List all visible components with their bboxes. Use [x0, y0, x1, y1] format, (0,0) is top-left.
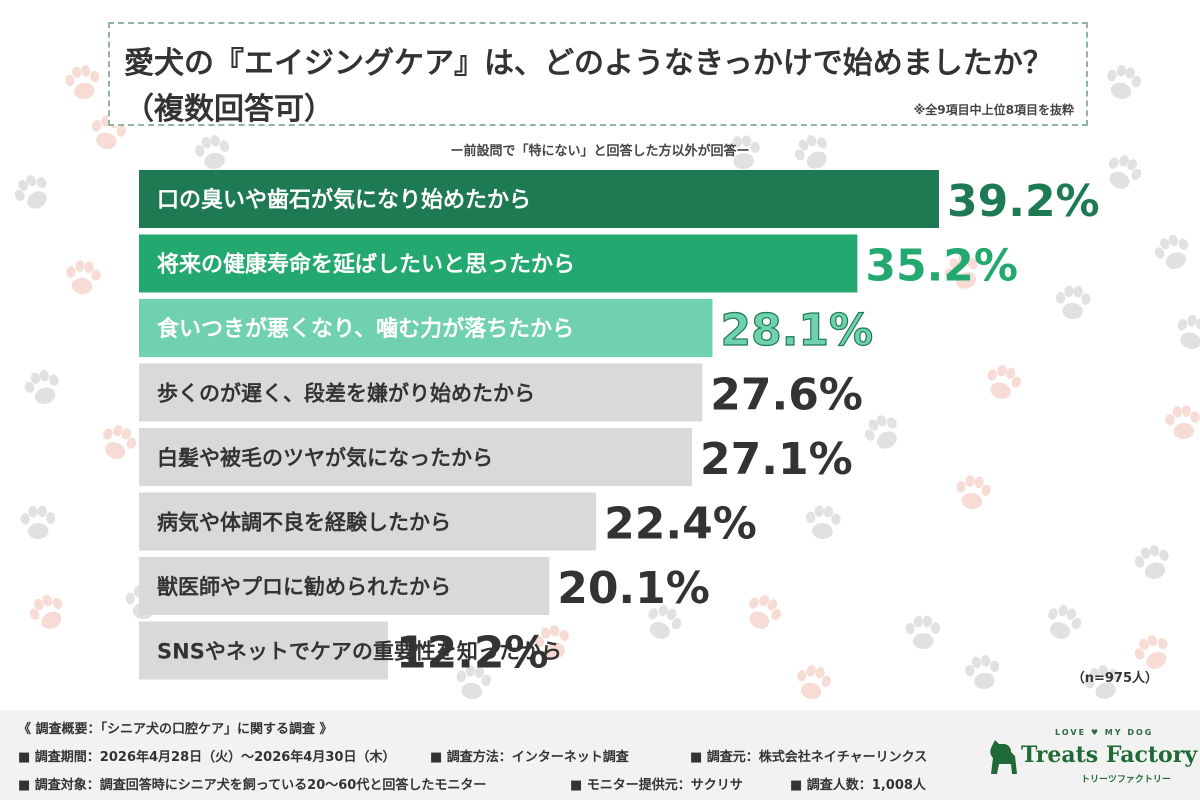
bar-group: 口の臭いや歯石が気になり始めたから 39.2% — [139, 170, 1100, 228]
paw-print-icon — [14, 175, 47, 209]
paw-print-icon — [1177, 314, 1200, 349]
paw-print-icon — [944, 255, 978, 289]
bar-value-label: 27.6% — [710, 370, 863, 421]
paw-print-icon — [29, 595, 63, 629]
logo-wordmark: Treats Factory — [1021, 742, 1198, 768]
survey-footer: 《 調査概要：「シニア犬の口腔ケア」に関する調査 》 ■ 調査期間：2026年4… — [0, 710, 1200, 800]
bar-category-label: 病気や体調不良を経験したから — [157, 511, 451, 535]
bar — [139, 234, 858, 293]
paw-print-icon — [864, 415, 897, 449]
bar — [139, 428, 693, 486]
bar — [139, 170, 939, 228]
bar-value-label: 35.2% — [865, 241, 1018, 292]
chart-title-sub: （複数回答可） — [124, 92, 334, 127]
bar-value-label: 28.1% — [720, 305, 873, 356]
paw-print-icon — [65, 65, 100, 100]
bar — [139, 621, 388, 680]
paw-print-icon — [956, 475, 991, 510]
paw-print-icon — [1165, 405, 1200, 440]
bar-value-label: 20.1% — [557, 563, 710, 614]
bar — [139, 299, 713, 357]
paw-print-icon — [905, 615, 941, 650]
bar-category-label: 口の臭いや歯石が気になり始めたから — [157, 187, 531, 213]
bar-group: 歩くのが遅く、段差を嫌がり始めたから 27.6% — [139, 363, 863, 422]
paw-print-icon — [1107, 65, 1142, 100]
paw-print-icon — [748, 595, 782, 629]
bar-value-label: 27.1% — [700, 434, 853, 485]
bar-group: 将来の健康寿命を延ばしたいと思ったから 35.2% — [139, 234, 1018, 293]
footer-target: ■ 調査対象：調査回答時にシニア犬を飼っている20～60代と回答したモニター — [18, 778, 487, 793]
paw-print-icon — [725, 135, 760, 170]
paw-print-icon — [797, 665, 832, 700]
paw-print-icon — [195, 135, 230, 170]
paw-print-icon — [20, 505, 56, 540]
footer-method: ■ 調査方法：インターネット調査 — [430, 750, 629, 765]
footer-count: ■ 調査人数：1,008人 — [790, 778, 926, 793]
paw-print-icon — [24, 370, 59, 404]
bar-group: 白髪や被毛のツヤが気になったから 27.1% — [139, 428, 853, 486]
logo-tagline: LOVE ♥ MY DOG — [1055, 728, 1154, 737]
bar-group: 獣医師やプロに勧められたから 20.1% — [139, 557, 710, 615]
sample-size-label: （n=975人） — [1072, 670, 1158, 686]
paw-print-icon — [456, 665, 491, 700]
logo-katakana: トリーツファクトリー — [1081, 775, 1171, 785]
bar-category-label: 食いつきが悪くなり、噛む力が落ちたから — [157, 316, 574, 342]
paw-print-icon — [66, 260, 101, 295]
paw-print-icon — [103, 424, 137, 459]
footer-period: ■ 調査期間：2026年4月28日（火）～2026年4月30日（木） — [18, 750, 396, 765]
bar-value-label: 39.2% — [947, 176, 1100, 227]
bar — [139, 557, 550, 615]
paw-print-icon — [1084, 664, 1119, 699]
title-note: ※全9項目中上位8項目を抜粋 — [913, 103, 1074, 117]
paw-print-icon — [1134, 635, 1168, 669]
footer-source: ■ 調査元：株式会社ネイチャーリンクス — [690, 750, 928, 765]
bar-category-label: 将来の健康寿命を延ばしたいと思ったから — [157, 252, 575, 278]
paw-print-icon — [1108, 155, 1142, 189]
bar-category-label: 歩くのが遅く、段差を嫌がり始めたから — [157, 382, 535, 406]
paw-print-icon — [648, 605, 682, 639]
bar-chart: 口の臭いや歯石が気になり始めたから 39.2% 将来の健康寿命を延ばしたいと思ったか… — [139, 170, 1158, 686]
paw-print-icon — [1056, 285, 1091, 320]
bar-value-label: 12.2% — [396, 628, 549, 679]
paw-print-icon — [965, 655, 1000, 690]
paw-print-icon — [1154, 234, 1189, 269]
bar — [139, 492, 597, 551]
paw-print-icon — [987, 364, 1022, 399]
paw-print-icon — [1134, 545, 1169, 579]
chart-title: 愛犬の『エイジングケア』は、どのようなきっかけで始めましたか？ — [124, 46, 1053, 81]
bar-group: 食いつきが悪くなり、噛む力が落ちたから 28.1% — [139, 299, 874, 357]
dog-icon — [990, 740, 1017, 774]
title-box: 愛犬の『エイジングケア』は、どのようなきっかけで始めましたか？ （複数回答可） … — [108, 22, 1088, 127]
paw-print-icon — [794, 135, 827, 169]
treats-factory-logo: LOVE ♥ MY DOG Treats Factory トリーツファクトリー — [985, 720, 1197, 792]
bar-category-label: SNSやネットでケアの重要性を知ったから — [157, 640, 562, 664]
footer-provider: ■ モニター提供元：サクリサ — [570, 778, 743, 793]
bar-category-label: 獣医師やプロに勧められたから — [157, 575, 451, 599]
bar — [139, 363, 703, 422]
bar-category-label: 白髪や被毛のツヤが気になったから — [157, 446, 493, 470]
paw-print-icon — [806, 505, 841, 540]
bar-group: 病気や体調不良を経験したから 22.4% — [139, 492, 757, 551]
bar-value-label: 22.4% — [604, 499, 757, 550]
paw-print-icon — [1048, 605, 1082, 639]
paw-print-icon — [534, 625, 569, 660]
footer-heading: 《 調査概要：「シニア犬の口腔ケア」に関する調査 》 — [18, 722, 333, 737]
respondent-note: ー前設問で「特にない」と回答した方以外が回答ー — [450, 144, 750, 159]
